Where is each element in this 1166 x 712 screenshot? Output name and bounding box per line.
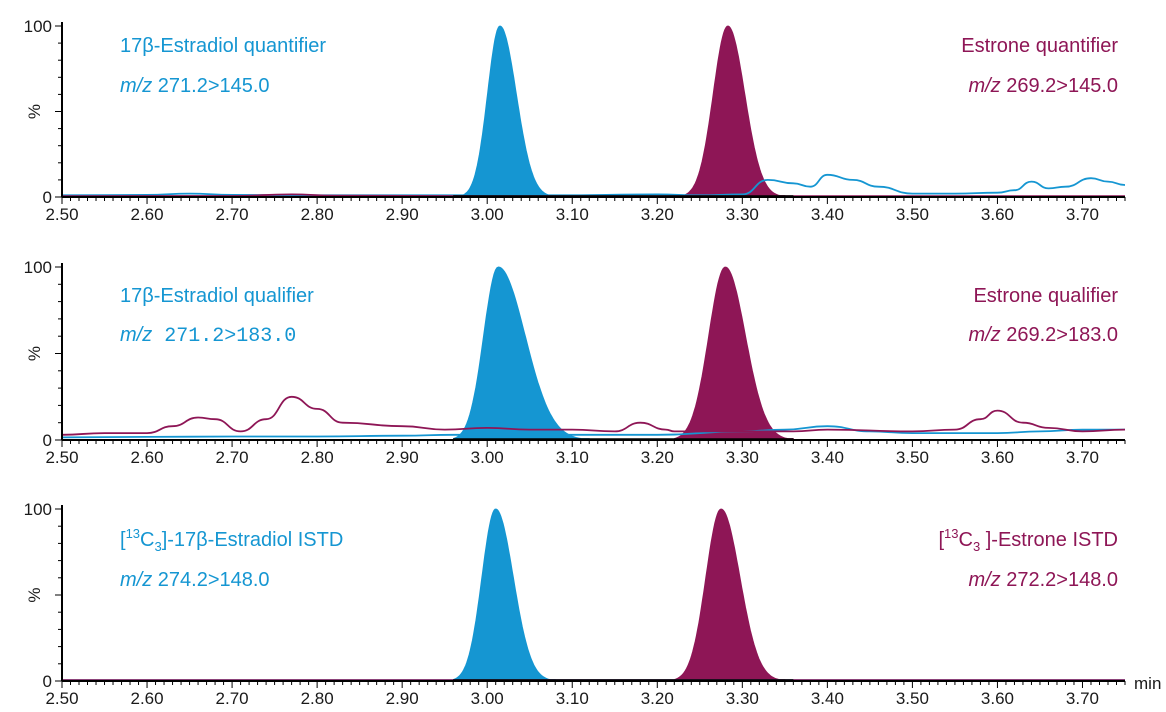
y-tick-label: 0: [43, 672, 52, 691]
x-tick-label: 3.60: [981, 448, 1014, 467]
x-tick-label: 3.50: [896, 205, 929, 224]
estrone-annotation-line-2: m/z 269.2>183.0: [968, 324, 1118, 346]
estradiol-annotation-line-1: [13C3]-17β-Estradiol ISTD: [120, 526, 343, 554]
x-tick-label: 3.40: [811, 689, 844, 708]
x-tick-label: 3.20: [641, 205, 674, 224]
x-tick-label: 3.00: [471, 205, 504, 224]
x-tick-label: 3.30: [726, 689, 759, 708]
y-tick-label: 100: [24, 258, 52, 277]
x-tick-label: 2.80: [301, 448, 334, 467]
estrone-trace-panel-2: [61, 395, 1126, 436]
estradiol-annotation-line-1: 17β-Estradiol qualifier: [120, 285, 314, 307]
x-tick-label: 2.70: [216, 689, 249, 708]
y-tick-label: 0: [43, 188, 52, 207]
x-tick-label: 3.10: [556, 448, 589, 467]
x-tick-label: 2.50: [45, 448, 78, 467]
estradiol-peak-panel-1: [461, 25, 556, 198]
estrone-peak-panel-1: [682, 25, 786, 198]
chart-panel-3: 0 100% 2.50 2.60 2.70 2.80 2.90 3.00 3.10 3.20 3.3…: [24, 500, 1162, 708]
estradiol-trace-panel-2: [61, 425, 1125, 439]
estrone-annotation-line-2: m/z 269.2>145.0: [968, 75, 1118, 97]
estradiol-annotation-line-1: 17β-Estradiol quantifier: [120, 35, 326, 57]
estradiol-annotation-line-2: m/z 271.2>183.0: [120, 324, 296, 348]
x-tick-label: 2.90: [386, 205, 419, 224]
x-tick-label: 3.20: [641, 448, 674, 467]
x-tick-label: 3.40: [811, 448, 844, 467]
y-axis-label: %: [25, 104, 44, 119]
y-tick-label: 0: [43, 431, 52, 450]
x-axis-label: min: [1134, 674, 1161, 693]
x-tick-label: 3.70: [1066, 448, 1099, 467]
x-tick-label: 3.50: [896, 448, 929, 467]
y-tick-label: 100: [24, 17, 52, 36]
x-tick-label: 2.80: [301, 689, 334, 708]
x-tick-label: 3.20: [641, 689, 674, 708]
x-tick-label: 3.10: [556, 205, 589, 224]
x-tick-label: 2.70: [216, 448, 249, 467]
x-tick-label: 2.50: [45, 689, 78, 708]
y-axis-label: %: [25, 346, 44, 361]
estrone-annotation-line-1: [13C3 ]-Estrone ISTD: [938, 526, 1118, 554]
estradiol-trace-panel-1: [61, 173, 1126, 197]
y-axis-label: %: [25, 587, 44, 602]
x-tick-label: 3.60: [981, 205, 1014, 224]
estrone-annotation-line-1: Estrone qualifier: [973, 285, 1118, 307]
x-tick-label: 3.70: [1066, 205, 1099, 224]
estradiol-annotation-line-2: m/z 274.2>148.0: [120, 569, 270, 591]
x-tick-label: 3.50: [896, 689, 929, 708]
x-tick-label: 2.90: [386, 448, 419, 467]
x-tick-label: 2.60: [130, 205, 163, 224]
x-tick-label: 3.70: [1066, 689, 1099, 708]
estradiol-annotation-line-2: m/z 271.2>145.0: [120, 75, 270, 97]
estrone-peak-panel-2: [674, 266, 794, 441]
x-tick-label: 2.90: [386, 689, 419, 708]
estrone-annotation-line-1: Estrone quantifier: [961, 35, 1118, 57]
x-tick-label: 2.80: [301, 205, 334, 224]
x-tick-label: 3.30: [726, 205, 759, 224]
estrone-annotation-line-2: m/z 272.2>148.0: [968, 569, 1118, 591]
x-tick-label: 3.40: [811, 205, 844, 224]
x-tick-label: 3.00: [471, 689, 504, 708]
estradiol-peak-panel-2: [453, 266, 590, 441]
x-tick-label: 2.50: [45, 205, 78, 224]
chart-panel-1: 0 100% 2.50 2.60 2.70 2.80 2.90 3.00 3.10 3.20 3.3…: [24, 17, 1126, 224]
x-tick-label: 2.60: [130, 689, 163, 708]
x-tick-label: 3.30: [726, 448, 759, 467]
x-tick-label: 2.60: [130, 448, 163, 467]
estrone-peak-panel-3: [674, 508, 786, 682]
x-tick-label: 3.10: [556, 689, 589, 708]
x-tick-label: 3.60: [981, 689, 1014, 708]
x-tick-label: 2.70: [216, 205, 249, 224]
y-tick-label: 100: [24, 500, 52, 519]
chart-panel-2: 0 100% 2.50 2.60 2.70 2.80 2.90 3.00 3.10 3.20 3.3…: [24, 258, 1126, 467]
x-tick-label: 3.00: [471, 448, 504, 467]
estradiol-peak-panel-3: [453, 508, 556, 682]
